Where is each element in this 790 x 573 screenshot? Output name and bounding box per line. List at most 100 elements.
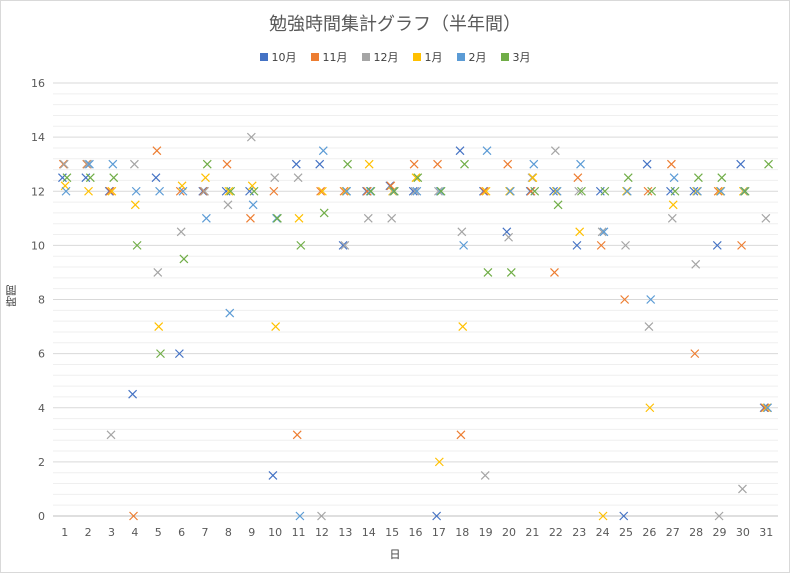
data-point <box>317 511 326 521</box>
legend-item: 2月 <box>456 49 487 65</box>
data-point <box>410 186 420 196</box>
data-point <box>340 240 350 250</box>
data-point <box>670 186 680 196</box>
x-tick-label: 26 <box>642 526 656 539</box>
data-point <box>506 268 516 277</box>
data-point <box>600 186 610 196</box>
legend-swatch <box>412 53 421 61</box>
data-point <box>152 146 162 156</box>
data-point <box>620 295 630 304</box>
x-tick-label: 15 <box>385 526 399 539</box>
legend-swatch <box>361 53 370 61</box>
x-tick-label: 7 <box>202 526 209 539</box>
x-tick-label: 22 <box>549 526 563 539</box>
data-point <box>643 186 653 196</box>
data-point <box>736 159 746 169</box>
data-point <box>413 173 423 183</box>
data-point <box>319 208 329 218</box>
data-point <box>132 240 142 250</box>
x-tick-label: 9 <box>248 526 255 539</box>
data-point <box>82 159 92 169</box>
data-point <box>109 173 119 183</box>
data-point <box>575 227 585 237</box>
data-point <box>459 240 469 250</box>
data-point <box>526 186 536 196</box>
data-point <box>268 470 278 480</box>
x-tick-label: 2 <box>85 526 92 539</box>
data-point <box>409 159 419 169</box>
data-point <box>201 213 211 223</box>
data-point <box>621 240 630 250</box>
data-point <box>273 213 282 223</box>
data-point <box>315 159 325 169</box>
data-point <box>598 511 608 521</box>
data-point <box>433 159 442 169</box>
legend-swatch <box>259 53 268 61</box>
y-tick-label: 10 <box>31 239 45 252</box>
data-point <box>342 186 352 196</box>
data-point <box>552 186 562 196</box>
data-point <box>597 227 607 237</box>
data-point <box>341 186 351 196</box>
data-point <box>389 186 399 196</box>
y-tick-label: 2 <box>38 456 45 469</box>
data-point <box>714 511 724 521</box>
data-point <box>436 186 446 196</box>
data-point <box>712 240 722 250</box>
data-point <box>317 186 327 196</box>
data-point <box>130 200 140 210</box>
data-point <box>761 213 771 223</box>
data-point <box>247 181 257 191</box>
data-point <box>646 295 656 304</box>
data-point <box>155 186 165 196</box>
x-tick-label: 29 <box>713 526 727 539</box>
data-point <box>435 186 445 196</box>
data-point <box>645 403 655 413</box>
data-point <box>179 254 189 264</box>
data-point <box>642 159 652 169</box>
data-point <box>666 159 676 169</box>
data-point <box>104 186 114 196</box>
data-point <box>83 159 93 169</box>
legend-label: 11月 <box>322 51 348 64</box>
x-tick-label: 18 <box>455 526 469 539</box>
legend-swatch <box>500 53 509 61</box>
data-point <box>59 159 69 169</box>
data-point <box>667 213 677 223</box>
x-tick-label: 30 <box>736 526 750 539</box>
data-point <box>668 200 678 210</box>
data-point <box>106 430 116 440</box>
x-tick-label: 1 <box>61 526 68 539</box>
data-point <box>388 186 397 196</box>
legend-item: 3月 <box>500 49 531 65</box>
data-point <box>85 159 94 169</box>
data-point <box>622 186 632 196</box>
chart-title: 勉強時間集計グラフ（半年間） <box>269 14 521 35</box>
data-point <box>716 186 726 196</box>
data-point <box>738 484 747 494</box>
data-point <box>201 173 210 183</box>
data-point <box>366 186 376 196</box>
data-point <box>107 186 117 196</box>
data-point <box>365 186 375 196</box>
data-point <box>505 186 515 196</box>
data-point <box>573 173 583 183</box>
data-point <box>225 308 235 318</box>
data-point <box>292 430 302 440</box>
data-point <box>762 403 772 413</box>
data-point <box>693 173 703 183</box>
x-tick-label: 10 <box>268 526 282 539</box>
data-point <box>715 186 725 196</box>
x-tick-label: 4 <box>131 526 138 539</box>
data-point <box>693 186 702 196</box>
data-point <box>156 349 165 359</box>
x-tick-label: 28 <box>689 526 703 539</box>
x-tick-label: 8 <box>225 526 232 539</box>
data-point <box>690 349 700 359</box>
data-point <box>296 240 306 250</box>
data-point <box>763 403 773 413</box>
data-point <box>294 213 304 223</box>
data-point <box>175 186 185 196</box>
data-point <box>223 200 233 210</box>
